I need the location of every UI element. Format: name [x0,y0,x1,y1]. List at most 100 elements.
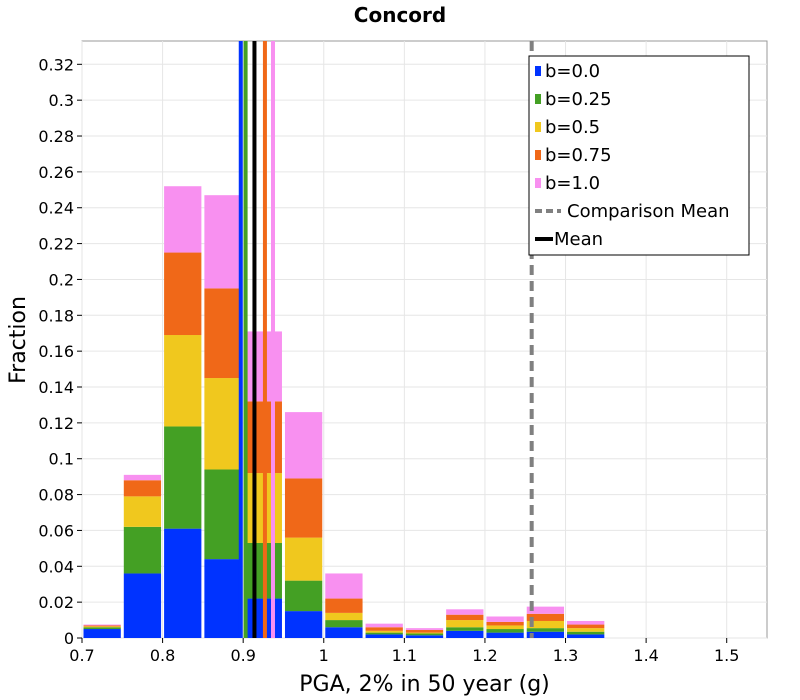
y-tick-label: 0.06 [38,521,74,540]
y-tick-label: 0.26 [38,163,74,182]
bar-segment [365,627,403,631]
bar-segment [446,609,484,615]
y-tick-label: 0.24 [38,199,74,218]
y-tick-label: 0.12 [38,414,74,433]
bar-segment [164,528,202,638]
bar-segment [405,633,444,636]
bar-segment [526,628,565,632]
mean-lines [238,41,534,638]
bar-segment [204,378,242,470]
y-tick-label: 0.14 [38,378,74,397]
y-tick-label: 0.08 [38,486,74,505]
legend-box [528,55,750,256]
x-axis-label: PGA, 2% in 50 year (g) [299,672,550,697]
legend-swatch [535,94,541,104]
bar-segment [365,623,403,628]
legend-label: b=0.75 [545,145,612,166]
bar-segment [325,573,363,599]
bar-segment [567,631,605,635]
y-tick-label: 0.1 [49,450,74,469]
bar-segment [405,628,444,630]
bar-segment [446,630,484,638]
x-tick-label: 1.5 [714,646,739,665]
x-tick-label: 1 [319,646,329,665]
y-axis-ticks: 0 0.02 0.04 0.06 0.08 0.1 0.12 0.14 0.16 0.18 0.2 0… [38,55,82,648]
bar-segment [486,629,524,633]
bar-segment [284,478,323,538]
bar-segment [325,627,363,638]
legend-label: b=0.0 [545,61,600,82]
y-tick-label: 0.04 [38,557,74,576]
bar-segment [83,627,121,630]
bar-segment [405,632,444,634]
x-tick-label: 0.7 [69,646,94,665]
bar-segment [526,606,565,614]
bar-segment [284,580,323,612]
bar-segment [365,634,403,638]
bar-segment [486,621,524,626]
bar-segment [446,627,484,631]
bar-segment [284,412,323,479]
bar-segment [567,624,605,629]
bar-segment [325,598,363,613]
bar-segment [567,620,605,625]
legend-swatch [535,178,541,188]
bar-segment [83,629,121,638]
x-tick-label: 1.4 [633,646,658,665]
bar-segment [164,252,202,336]
bar-segment [526,631,565,638]
bar-segment [284,611,323,638]
bar-segment [164,335,202,427]
bar-segment [83,624,121,626]
bar-segment [446,620,484,628]
bar-segment [83,625,121,627]
bar-segment [526,620,565,629]
bar-segment [123,480,162,497]
bar-segment [123,474,162,481]
x-tick-label: 1.3 [553,646,578,665]
bar-segment [405,629,444,633]
bar-segment [486,625,524,630]
bar-segment [486,632,524,638]
x-tick-label: 1.2 [472,646,497,665]
legend-label: b=0.25 [545,89,612,110]
legend-swatch [535,122,541,132]
bar-segment [123,573,162,638]
y-tick-label: 0.32 [38,55,74,74]
bar-segment [526,613,565,621]
bar-segment [123,496,162,527]
bar-segment [204,195,242,289]
bar-segment [123,526,162,574]
y-tick-label: 0 [64,629,74,648]
bar-segment [486,616,524,622]
x-tick-label: 0.8 [150,646,175,665]
y-tick-label: 0.22 [38,235,74,254]
y-tick-label: 0.16 [38,342,74,361]
legend-label: b=0.5 [545,117,600,138]
y-tick-label: 0.28 [38,127,74,146]
legend: b=0.0 b=0.25 b=0.5 b=0.75 b=1.0 Comparison Me… [528,55,750,256]
bar-segment [204,559,242,638]
legend-label: b=1.0 [545,173,600,194]
y-tick-label: 0.3 [49,91,74,110]
chart-title: Concord [354,3,446,27]
bar-segment [325,612,363,621]
x-tick-label: 0.9 [230,646,255,665]
legend-swatch [535,66,541,76]
bar-segment [405,635,444,638]
bar-segment [204,469,242,560]
legend-label: Comparison Mean [567,201,730,222]
y-axis-label: Fraction [6,296,31,384]
x-axis-ticks: 0.7 0.8 0.9 1 1.1 1.2 1.3 1.4 1.5 [69,638,739,665]
y-tick-label: 0.02 [38,593,74,612]
bar-segment [567,628,605,632]
bar-segment [365,630,403,633]
y-tick-label: 0.2 [49,270,74,289]
bar-segment [284,537,323,581]
legend-swatch [535,150,541,160]
bar-segment [164,426,202,529]
bar-segment [365,632,403,635]
x-tick-label: 1.1 [392,646,417,665]
y-tick-label: 0.18 [38,306,74,325]
